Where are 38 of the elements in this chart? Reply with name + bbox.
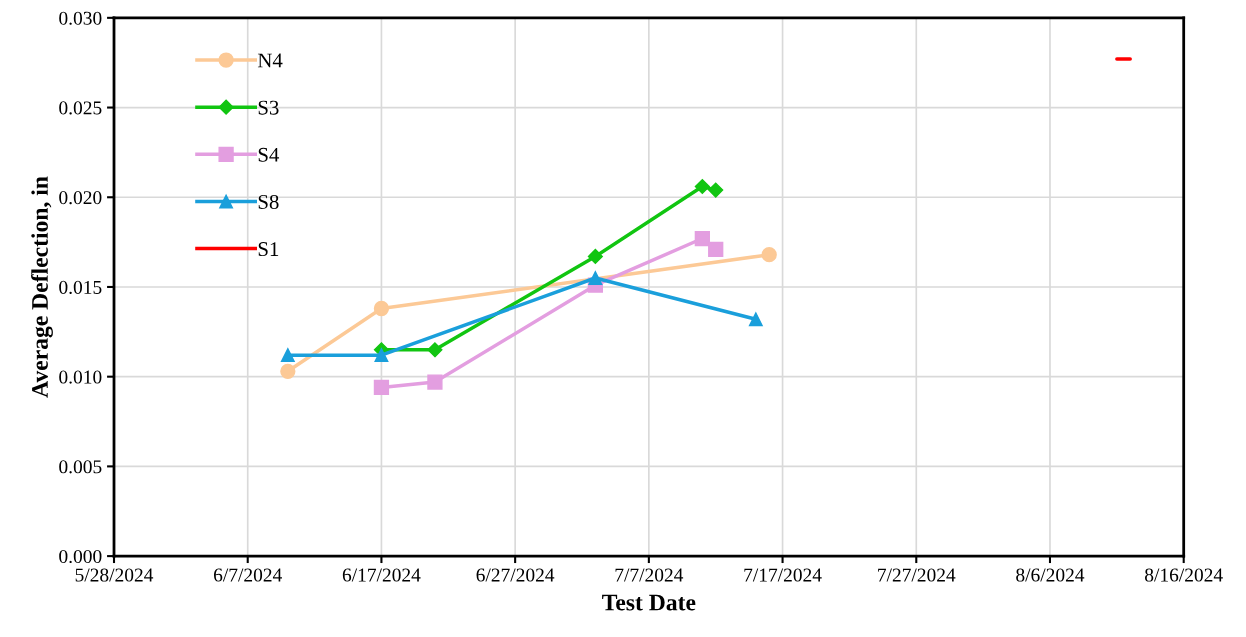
x-tick-label: 6/17/2024 xyxy=(342,568,421,582)
y-tick-label: 0.020 xyxy=(59,191,102,205)
x-tick-label: 5/28/2024 xyxy=(75,568,154,582)
x-tick-label: 7/17/2024 xyxy=(744,568,822,582)
x-tick-label: 7/27/2024 xyxy=(878,568,956,582)
legend-label: S1 xyxy=(258,242,279,257)
point xyxy=(761,247,777,263)
x-tick-label: 6/7/2024 xyxy=(213,568,282,582)
point xyxy=(587,248,603,265)
legend-label: N4 xyxy=(257,53,283,68)
y-tick-label: 0.005 xyxy=(59,460,102,474)
point xyxy=(748,312,763,327)
point xyxy=(694,230,710,247)
y-tick-label: 0.030 xyxy=(59,11,102,25)
y-tick-label: 0.025 xyxy=(59,101,102,115)
point xyxy=(373,300,390,317)
x-tick-label: 8/6/2024 xyxy=(1016,568,1085,582)
legend-label: S3 xyxy=(258,100,279,115)
point xyxy=(694,178,710,195)
y-tick-label: 0.015 xyxy=(59,280,102,294)
point xyxy=(373,379,390,396)
x-tick-label: 8/16/2024 xyxy=(1145,568,1223,582)
point xyxy=(427,374,443,390)
y-tick-label: 0.010 xyxy=(59,370,102,384)
legend-label: S8 xyxy=(258,194,279,209)
legend-label: S4 xyxy=(258,147,280,162)
point xyxy=(280,363,296,379)
point xyxy=(427,342,443,358)
y-tick-label: 0.000 xyxy=(59,549,102,564)
point xyxy=(588,271,603,285)
x-tick-label: 6/27/2024 xyxy=(476,568,555,582)
y-axis-title: Average Deflection, in xyxy=(31,176,53,398)
point xyxy=(374,348,389,363)
point xyxy=(708,182,724,198)
x-axis-title: Test Date xyxy=(602,594,696,611)
x-tick-label: 7/7/2024 xyxy=(615,568,684,582)
point xyxy=(280,348,295,363)
point xyxy=(708,241,724,257)
